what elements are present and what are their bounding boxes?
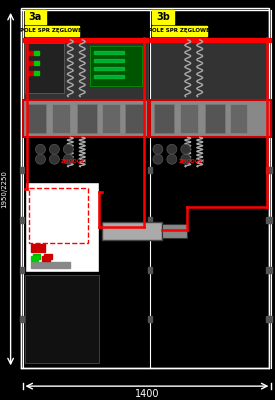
Text: POLE SPR ZĘGLOWE: POLE SPR ZĘGLOWE [20, 28, 82, 33]
Circle shape [63, 154, 73, 164]
Bar [102, 222, 162, 240]
Bar [34, 51, 40, 55]
Circle shape [153, 144, 163, 154]
Text: 1400: 1400 [135, 389, 159, 399]
Bar [45, 254, 53, 259]
Bar [28, 51, 32, 55]
Circle shape [153, 154, 163, 164]
Bar [94, 67, 124, 70]
Bar [24, 26, 79, 36]
Bar [266, 316, 270, 322]
Circle shape [50, 154, 59, 164]
Bar [162, 224, 187, 238]
Bar [268, 267, 272, 273]
Text: 1950/2250: 1950/2250 [2, 170, 8, 208]
Circle shape [50, 144, 59, 154]
Circle shape [181, 144, 191, 154]
Bar [23, 100, 148, 137]
Bar [29, 188, 88, 243]
Bar [152, 26, 207, 36]
Bar [148, 267, 152, 273]
Text: 3a: 3a [29, 12, 42, 22]
Bar [20, 267, 24, 273]
Bar [31, 262, 70, 268]
Bar [24, 43, 64, 92]
Bar [42, 256, 50, 261]
Bar [20, 217, 24, 223]
Bar [150, 38, 271, 100]
Circle shape [35, 144, 45, 154]
Bar [94, 75, 124, 78]
Circle shape [63, 144, 73, 154]
Bar [152, 10, 174, 24]
Bar [90, 46, 142, 86]
Bar [266, 267, 270, 273]
Circle shape [35, 154, 45, 164]
Bar [20, 167, 24, 173]
Bar [205, 104, 225, 133]
Bar [24, 182, 99, 272]
Circle shape [181, 154, 191, 164]
Bar [148, 316, 152, 322]
Bar [150, 38, 271, 42]
Bar [148, 217, 152, 223]
Bar [268, 316, 272, 322]
Bar [180, 104, 198, 133]
Text: ZMODOZI: ZMODOZI [61, 159, 87, 164]
Bar [266, 167, 270, 173]
Bar [28, 61, 32, 65]
Bar [154, 104, 174, 133]
Bar [268, 217, 272, 223]
Bar [230, 104, 248, 133]
Bar [92, 48, 140, 84]
Circle shape [167, 144, 177, 154]
Bar [148, 167, 152, 173]
Bar [34, 71, 40, 75]
Bar [24, 10, 46, 24]
Bar [34, 61, 40, 65]
Bar [53, 104, 70, 133]
Bar [266, 217, 270, 223]
Bar [31, 244, 45, 252]
Text: POLE SPR ZĘGLOWE: POLE SPR ZĘGLOWE [148, 28, 210, 33]
Bar [77, 104, 97, 133]
Bar [150, 100, 271, 137]
Circle shape [167, 154, 177, 164]
Bar [94, 51, 124, 54]
Bar [23, 38, 148, 42]
Bar [102, 104, 120, 133]
Bar [20, 316, 24, 322]
Bar [31, 256, 39, 261]
Bar [28, 71, 32, 75]
Bar [32, 254, 40, 259]
Bar [125, 104, 145, 133]
Bar [94, 59, 124, 62]
Text: ZMODOZI: ZMODOZI [178, 159, 205, 164]
Bar [24, 275, 99, 363]
Text: 3b: 3b [156, 12, 170, 22]
Bar [23, 38, 148, 100]
Bar [268, 167, 272, 173]
Bar [26, 104, 46, 133]
